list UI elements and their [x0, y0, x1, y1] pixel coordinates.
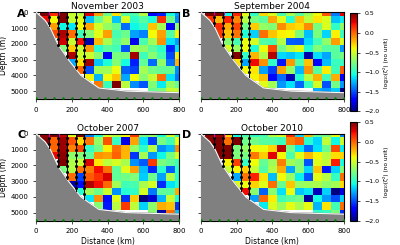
Text: C: C	[17, 130, 26, 140]
Y-axis label: log₁₀(ζ²) (no unit): log₁₀(ζ²) (no unit)	[383, 37, 389, 88]
Text: A: A	[17, 9, 26, 19]
Title: October 2010: October 2010	[241, 124, 303, 133]
Y-axis label: Depth (m): Depth (m)	[0, 158, 8, 197]
X-axis label: Distance (km): Distance (km)	[81, 237, 134, 245]
Polygon shape	[36, 134, 179, 220]
Title: September 2004: September 2004	[234, 2, 310, 12]
Polygon shape	[201, 12, 344, 99]
Text: B: B	[182, 9, 190, 19]
Title: November 2003: November 2003	[71, 2, 144, 12]
Title: October 2007: October 2007	[77, 124, 139, 133]
Text: D: D	[182, 130, 191, 140]
Y-axis label: log₁₀(ζ²) (no unit): log₁₀(ζ²) (no unit)	[383, 146, 389, 197]
X-axis label: Distance (km): Distance (km)	[246, 237, 299, 245]
Y-axis label: Depth (m): Depth (m)	[0, 36, 8, 75]
Polygon shape	[201, 134, 344, 220]
Polygon shape	[36, 12, 179, 99]
